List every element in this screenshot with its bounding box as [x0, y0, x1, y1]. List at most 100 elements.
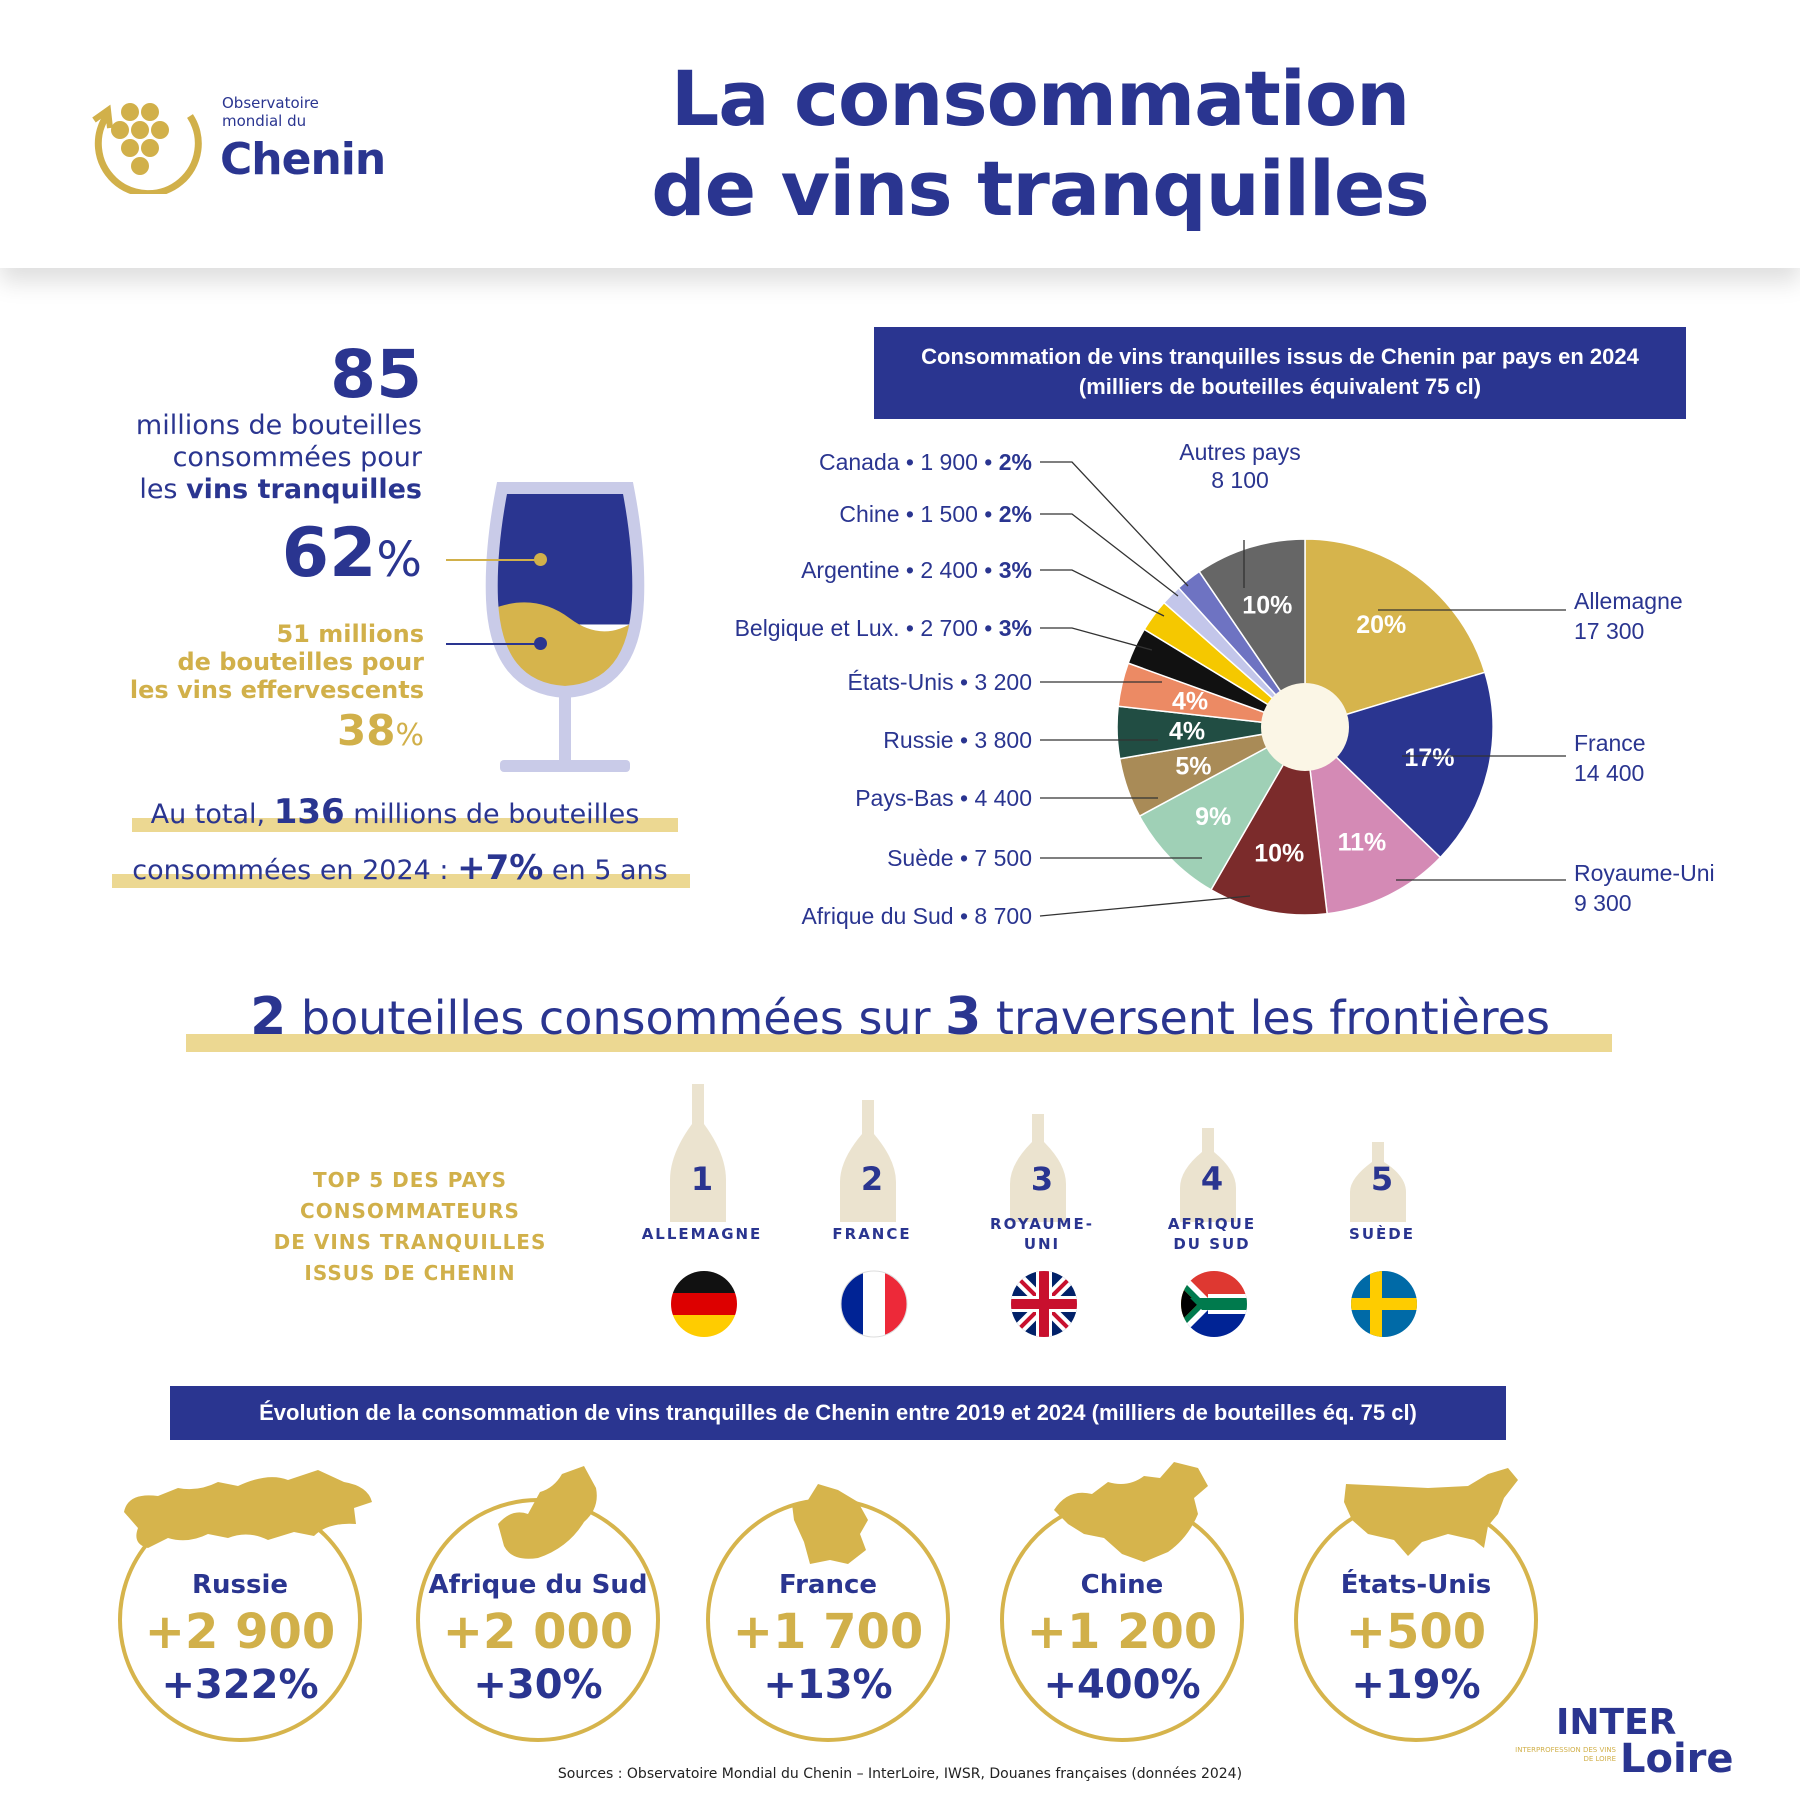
pie-leader-lines — [1039, 461, 1566, 917]
label-text: Argentine • 2 400 • — [801, 557, 999, 583]
evo-pct-afrique-du-sud: +30% — [473, 1662, 603, 1708]
france-map-icon — [792, 1484, 868, 1564]
pie-label-chine: Chine • 1 500 • 2% — [612, 501, 1032, 527]
highlight-bar — [132, 818, 678, 832]
logo-name: Chenin — [220, 134, 386, 185]
china-map-icon — [1054, 1462, 1208, 1562]
sparkling-pointer-dot — [534, 637, 547, 650]
pie-chart-title: Consommation de vins tranquilles issus d… — [874, 327, 1686, 419]
evo-pct-russie: +322% — [161, 1662, 319, 1708]
evo-abs-chine: +1 200 — [1026, 1604, 1218, 1660]
label-name: Autres pays — [1179, 439, 1301, 465]
sweden-flag-icon — [1351, 1271, 1417, 1337]
pie-label-suede: Suède • 7 500 — [887, 845, 1032, 871]
highlight-bar — [186, 1034, 1612, 1052]
sparkling-line-2: de bouteilles pour — [177, 648, 424, 676]
top5-title-line: TOP 5 DES PAYS — [312, 1168, 508, 1192]
label-text: Canada • 1 900 • — [818, 449, 999, 475]
label-pct: 2% — [998, 449, 1032, 475]
evo-abs-afrique-du-sud: +2 000 — [442, 1604, 634, 1660]
label-pct: 3% — [998, 615, 1032, 641]
total-line-2: consommées en 2024 : +7% en 5 ans — [100, 848, 700, 891]
pie-label-france: France 14 400 — [1574, 728, 1646, 788]
interloire-logo-inter: INTER — [1556, 1702, 1677, 1743]
country-line: DU SUD — [1173, 1235, 1251, 1253]
label-value: 17 300 — [1574, 618, 1645, 644]
sparkling-pct-sign: % — [395, 718, 424, 753]
still-wine-share: 62% — [200, 518, 422, 596]
label-pct: 3% — [998, 557, 1032, 583]
rank-country-2: FRANCE — [832, 1225, 912, 1243]
label-name: France — [1574, 730, 1646, 756]
highlight-bar — [112, 874, 690, 888]
total-value: 136 — [273, 792, 345, 832]
evo-pct-france: +13% — [763, 1662, 893, 1708]
sources-text: Sources : Observatoire Mondial du Chenin… — [557, 1766, 1243, 1782]
label-value: 8 100 — [1211, 467, 1269, 493]
top5-bottles — [670, 1084, 1406, 1222]
usa-map-icon — [1344, 1468, 1518, 1556]
still-wine-fill — [491, 488, 639, 625]
country-line: AFRIQUE — [1167, 1215, 1257, 1233]
label-pct: 2% — [998, 501, 1032, 527]
top5-title-line: CONSOMMATEURS — [300, 1199, 520, 1223]
sparkling-wine-text: 51 millions de bouteilles pour les vins … — [90, 620, 424, 704]
bottle-1-icon — [670, 1084, 726, 1222]
pie-label-afrique-du-sud: Afrique du Sud • 8 700 — [801, 903, 1032, 929]
header: Observatoire mondial du Chenin La consom… — [0, 0, 1800, 268]
label-text: Belgique et Lux. • 2 700 • — [734, 615, 999, 641]
total-growth: +7% — [457, 848, 544, 888]
page-title-line-2: de vins tranquilles — [651, 144, 1429, 233]
rank-3: 3 — [1030, 1160, 1054, 1198]
label-value: 14 400 — [1574, 760, 1645, 786]
still-pct-sign: % — [376, 532, 422, 588]
rank-country-4: AFRIQUE DU SUD — [1137, 1214, 1287, 1254]
page-title-line-1: La consommation — [670, 54, 1410, 143]
pie-pct-label: 11% — [1338, 829, 1387, 857]
france-flag-icon — [840, 1270, 908, 1338]
label-name: Royaume-Uni — [1574, 860, 1715, 886]
still-text-line-1: millions de bouteilles — [135, 410, 422, 441]
germany-flag-icon — [671, 1271, 737, 1337]
rank-2: 2 — [860, 1160, 884, 1198]
sparkling-wine-share: 38% — [250, 708, 424, 759]
rank-country-3: ROYAUME- UNI — [967, 1214, 1117, 1254]
frontier-text-1: bouteilles consommées sur — [286, 991, 946, 1045]
bottle-4-icon — [1180, 1128, 1236, 1222]
bottle-5-icon — [1350, 1142, 1406, 1222]
pie-title-line-1: Consommation de vins tranquilles issus d… — [921, 344, 1639, 369]
still-text-line-3: les vins tranquilles — [40, 474, 422, 506]
interloire-logo-loire: Loire — [1620, 1736, 1734, 1782]
label-text: Chine • 1 500 • — [839, 501, 999, 527]
evo-abs-russie: +2 900 — [144, 1604, 336, 1660]
pie-label-allemagne: Allemagne 17 300 — [1574, 586, 1683, 646]
top5-title-line: ISSUS DE CHENIN — [304, 1261, 516, 1285]
pie-slice-france — [1303, 671, 1494, 859]
sparkling-pct-value: 38 — [337, 706, 396, 755]
frontier-headline: 2 bouteilles consommées sur 3 traversent… — [180, 990, 1620, 1045]
logo-line-2: mondial du — [222, 112, 307, 130]
russia-map-icon — [124, 1470, 372, 1548]
pie-title-line-2: (milliers de bouteilles équivalent 75 cl… — [1078, 374, 1482, 399]
total-prefix: Au total, — [150, 799, 274, 830]
pie-slice-afrique-du-sud — [1209, 724, 1328, 916]
label-value: 9 300 — [1574, 890, 1632, 916]
chenin-logo-icon — [92, 103, 202, 194]
evo-abs-etats-unis: +500 — [1345, 1604, 1487, 1660]
uk-flag-icon — [1011, 1271, 1077, 1337]
still-text-prefix: les — [139, 474, 187, 505]
label-name: Allemagne — [1574, 588, 1683, 614]
total-suffix: millions de bouteilles — [344, 799, 640, 830]
total-line2-prefix: consommées en 2024 : — [132, 855, 458, 886]
pie-label-royaume-uni: Royaume-Uni 9 300 — [1574, 858, 1715, 918]
rank-5: 5 — [1370, 1160, 1394, 1198]
interloire-logo-subtitle: INTERPROFESSION DES VINS DE LOIRE — [1515, 1746, 1616, 1763]
pie-pct-label: 10% — [1254, 839, 1304, 867]
evo-abs-france: +1 700 — [732, 1604, 924, 1660]
pie-center-hole — [1261, 683, 1349, 771]
pie-pct-label: 20% — [1356, 611, 1406, 639]
sparkling-pointer-line — [446, 643, 542, 645]
evo-country-etats-unis: États-Unis — [1340, 1570, 1492, 1600]
pie-pct-label: 4% — [1169, 717, 1205, 745]
evo-country-chine: Chine — [1080, 1570, 1164, 1600]
